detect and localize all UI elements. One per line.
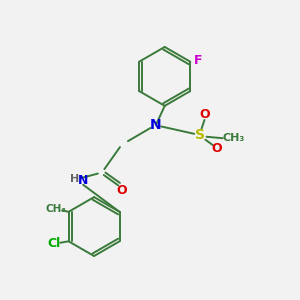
Text: F: F [194, 54, 203, 67]
Text: O: O [199, 108, 210, 121]
Text: O: O [117, 184, 127, 197]
Text: N: N [78, 174, 88, 188]
Text: S: S [195, 128, 205, 142]
Text: Cl: Cl [47, 237, 61, 250]
Text: O: O [211, 142, 222, 155]
Text: H: H [70, 174, 80, 184]
Text: CH₃: CH₃ [223, 133, 245, 143]
Text: N: N [150, 118, 162, 132]
Text: CH₃: CH₃ [46, 205, 67, 214]
